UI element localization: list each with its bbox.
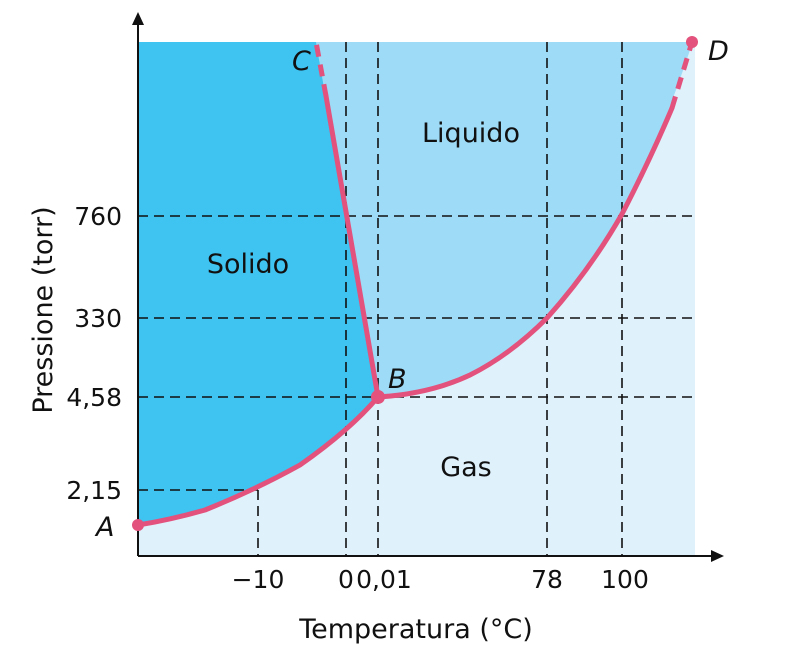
x-tick-78: 78 <box>531 565 563 594</box>
liquid-region-label: Liquido <box>422 118 520 149</box>
vaporization-curve <box>375 105 675 400</box>
x-axis-label: Temperatura (°C) <box>298 614 533 645</box>
reference-grid <box>138 42 695 556</box>
x-tick-labels: −10 0 0,01 78 100 <box>232 565 649 594</box>
solid-region-label: Solido <box>207 249 289 280</box>
y-axis-arrow-icon <box>132 12 144 25</box>
vaporization-curve-dashed <box>669 41 695 109</box>
y-tick-760: 760 <box>74 202 122 231</box>
phase-curves <box>135 41 695 528</box>
y-tick-330: 330 <box>74 304 122 333</box>
x-tick-0: 0 <box>338 565 354 594</box>
point-c-label: C <box>292 46 311 77</box>
y-axis-label: Pressione (torr) <box>28 206 59 413</box>
sublimation-curve <box>135 394 381 528</box>
fusion-curve-dashed <box>313 41 329 97</box>
liquid-region <box>316 42 695 397</box>
y-tick-2-15: 2,15 <box>66 476 122 505</box>
x-tick-0-01: 0,01 <box>356 565 412 594</box>
point-d-label: D <box>708 36 729 67</box>
x-axis-arrow-icon <box>711 550 724 562</box>
y-tick-labels: 2,15 4,58 330 760 <box>66 202 122 505</box>
point-a-marker <box>132 519 144 531</box>
x-tick-100: 100 <box>601 565 649 594</box>
x-tick-minus10: −10 <box>232 565 285 594</box>
point-a-label: A <box>94 512 114 543</box>
solid-region <box>138 42 378 525</box>
point-b-label: B <box>388 364 407 395</box>
gas-region-label: Gas <box>440 452 492 483</box>
y-tick-4-58: 4,58 <box>66 383 122 412</box>
axes <box>132 12 724 562</box>
point-d-marker <box>686 36 698 48</box>
point-b-marker <box>371 390 385 404</box>
fusion-curve <box>323 93 381 400</box>
